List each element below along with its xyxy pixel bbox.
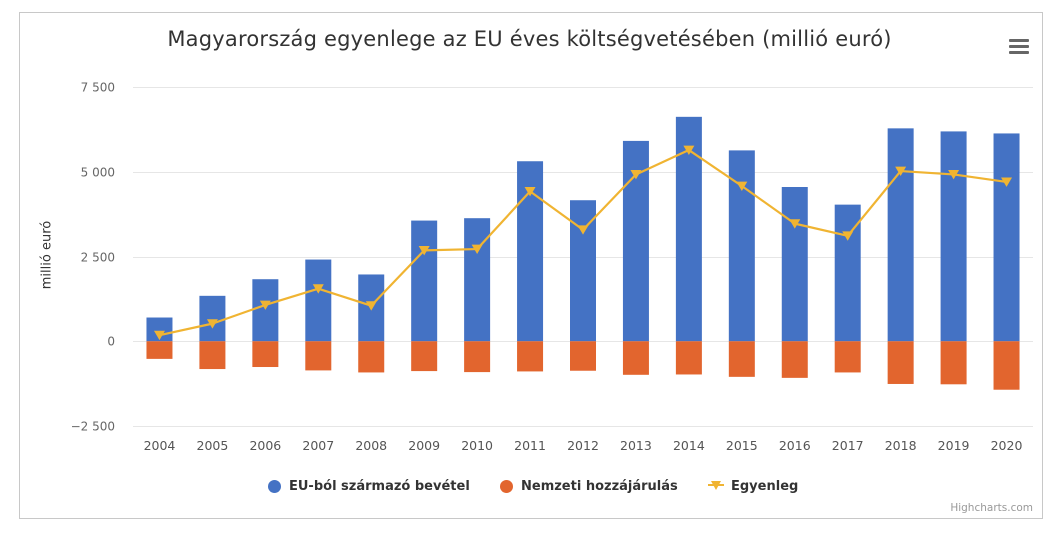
bar-contribution xyxy=(834,341,861,373)
balance-point xyxy=(895,166,907,177)
x-tick-label: 2020 xyxy=(991,438,1023,453)
balance-point xyxy=(1001,177,1013,187)
legend-item-income[interactable]: EU-ból származó bevétel xyxy=(268,476,470,496)
balance-point xyxy=(789,219,801,229)
bar-contribution xyxy=(781,341,808,378)
balance-point xyxy=(524,187,536,197)
y-tick-label: −2 500 xyxy=(71,420,115,434)
x-tick-label: 2007 xyxy=(302,438,334,453)
y-tick-label: 5 000 xyxy=(81,166,115,180)
x-tick-label: 2013 xyxy=(620,438,652,453)
legend-label: Nemzeti hozzájárulás xyxy=(521,478,678,494)
bar-contribution xyxy=(993,341,1020,390)
x-tick-label: 2011 xyxy=(514,438,546,453)
bar-income xyxy=(781,187,808,342)
hamburger-icon-line xyxy=(1009,45,1029,48)
balance-point xyxy=(365,301,377,311)
balance-point xyxy=(683,145,695,156)
legend-item-contribution[interactable]: Nemzeti hozzájárulás xyxy=(500,476,678,496)
bar-income xyxy=(199,295,226,342)
x-tick-label: 2016 xyxy=(779,438,811,453)
bar-contribution xyxy=(728,341,755,377)
chart-menu-button[interactable] xyxy=(1006,36,1032,58)
bar-contribution xyxy=(517,341,544,372)
x-tick-label: 2012 xyxy=(567,438,599,453)
bar-income xyxy=(940,131,967,342)
bar-income xyxy=(993,133,1020,342)
x-tick-label: 2015 xyxy=(726,438,758,453)
x-tick-label: 2010 xyxy=(461,438,493,453)
x-tick-label: 2005 xyxy=(197,438,229,453)
bar-income xyxy=(252,279,279,342)
balance-point xyxy=(259,300,271,310)
balance-point xyxy=(577,225,589,235)
legend-item-balance[interactable]: Egyenleg xyxy=(708,476,798,496)
legend: EU-ból származó bevétel Nemzeti hozzájár… xyxy=(0,476,1059,498)
legend-label: EU-ból származó bevétel xyxy=(289,478,470,494)
balance-point xyxy=(630,170,642,180)
balance-point xyxy=(736,181,748,191)
bar-income xyxy=(834,204,861,342)
hamburger-icon-line xyxy=(1009,51,1029,54)
balance-point xyxy=(312,284,324,294)
bar-contribution xyxy=(358,341,385,373)
chart-title: Magyarország egyenlege az EU éves költsé… xyxy=(167,27,892,51)
balance-point xyxy=(206,319,218,329)
bar-contribution xyxy=(887,341,914,384)
bar-contribution xyxy=(675,341,702,375)
bar-contribution xyxy=(940,341,967,385)
balance-point xyxy=(842,231,854,241)
legend-label: Egyenleg xyxy=(731,478,799,494)
y-tick-label: 2 500 xyxy=(81,251,115,265)
bar-contribution xyxy=(464,341,491,373)
bar-contribution xyxy=(252,341,279,368)
bar-contribution xyxy=(305,341,332,371)
y-tick-label: 0 xyxy=(107,335,115,349)
balance-point xyxy=(948,170,960,180)
credit-link[interactable]: Highcharts.com xyxy=(950,502,1033,514)
legend-dot-icon xyxy=(500,479,513,493)
legend-dot-icon xyxy=(268,479,281,493)
bar-income xyxy=(146,317,173,342)
x-tick-label: 2018 xyxy=(885,438,917,453)
x-tick-label: 2008 xyxy=(355,438,387,453)
bar-contribution xyxy=(411,341,438,372)
bar-income xyxy=(411,220,438,342)
bar-income xyxy=(887,128,914,342)
x-tick-label: 2006 xyxy=(249,438,281,453)
y-tick-label: 7 500 xyxy=(81,81,115,95)
x-tick-label: 2004 xyxy=(144,438,176,453)
x-tick-label: 2017 xyxy=(832,438,864,453)
bar-income xyxy=(305,259,332,342)
balance-point xyxy=(153,330,165,341)
balance-point xyxy=(418,245,430,256)
x-tick-label: 2014 xyxy=(673,438,705,453)
bar-contribution xyxy=(199,341,226,370)
bar-contribution xyxy=(570,341,596,371)
bar-income xyxy=(464,218,491,342)
bar-contribution xyxy=(622,341,649,375)
legend-line-triangle-icon xyxy=(708,480,724,492)
balance-point xyxy=(471,244,483,254)
bar-contribution xyxy=(146,341,173,359)
x-tick-label: 2009 xyxy=(408,438,440,453)
x-tick-label: 2019 xyxy=(938,438,970,453)
hamburger-icon xyxy=(1009,39,1029,42)
